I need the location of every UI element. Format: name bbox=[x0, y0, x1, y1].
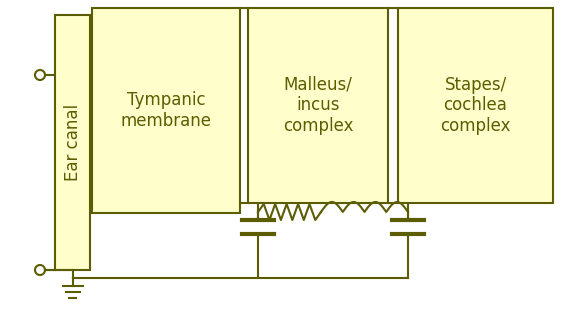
Text: Tympanic
membrane: Tympanic membrane bbox=[120, 91, 211, 130]
Text: Malleus/
incus
complex: Malleus/ incus complex bbox=[282, 76, 353, 135]
Bar bbox=[398, 8, 553, 203]
Text: Stapes/
cochlea
complex: Stapes/ cochlea complex bbox=[440, 76, 511, 135]
Bar bbox=[92, 8, 240, 213]
Bar bbox=[55, 15, 90, 270]
Text: Ear canal: Ear canal bbox=[63, 104, 81, 181]
Bar bbox=[248, 8, 388, 203]
